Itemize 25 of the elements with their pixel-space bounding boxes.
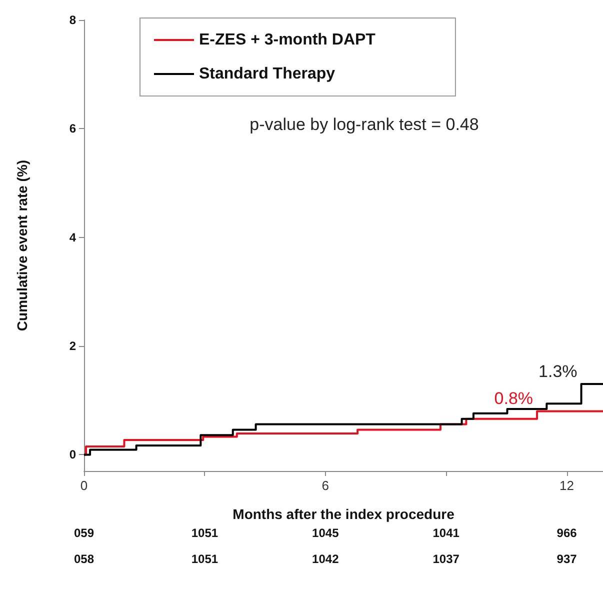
annotation: p-value by log-rank test = 0.48	[250, 114, 479, 134]
x-axis-title: Months after the index procedure	[232, 506, 455, 522]
annotation: 1.3%	[538, 362, 578, 382]
text: 058	[74, 552, 94, 566]
legend-label: E-ZES + 3-month DAPT	[199, 32, 376, 48]
y-tick-label: 8	[69, 13, 76, 27]
text: 1051	[191, 526, 218, 540]
annotation: 0.8%	[494, 389, 534, 408]
x-tick-label: 12	[560, 478, 574, 493]
text: 966	[556, 526, 578, 540]
text: 937	[556, 552, 578, 566]
text: 059	[74, 526, 94, 540]
text: 1051	[191, 552, 218, 566]
text: 1041	[432, 526, 460, 540]
x-tick-label: 6	[322, 478, 330, 493]
y-tick-label: 4	[69, 230, 76, 244]
x-tick-label: 0	[80, 478, 88, 493]
text: 1045	[312, 526, 340, 540]
y-tick-label: 6	[69, 122, 76, 136]
text: 1042	[312, 552, 340, 566]
y-tick-label: 0	[69, 448, 76, 462]
y-tick-label: 2	[69, 339, 76, 354]
text: 1037	[432, 552, 460, 566]
y-axis-title: Cumulative event rate (%)	[14, 160, 30, 332]
legend-label: Standard Therapy	[199, 66, 336, 82]
